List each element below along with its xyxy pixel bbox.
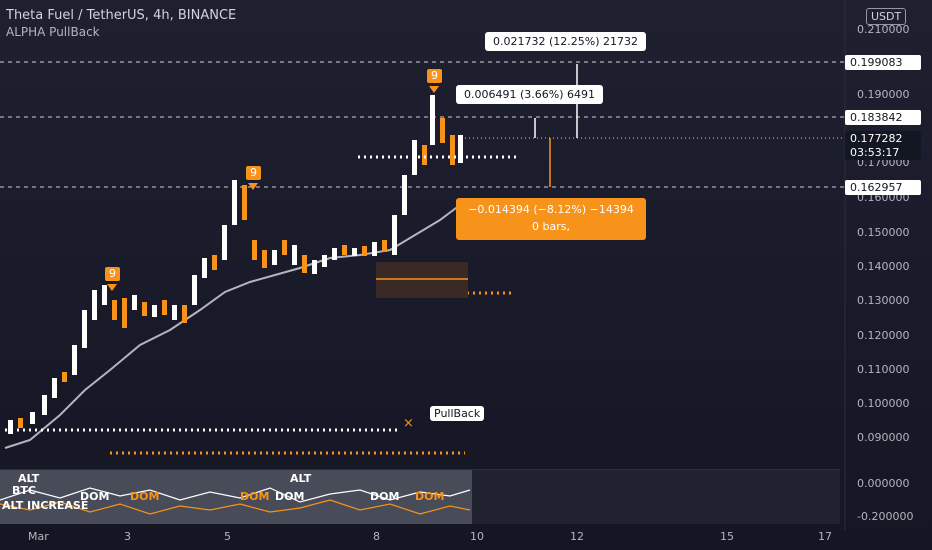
price-label-lower: 0.162957: [845, 180, 921, 195]
measure-down-line2: 0 bars,: [456, 220, 646, 233]
time-tick: 8: [373, 530, 380, 543]
sub-tick: -0.200000: [857, 510, 913, 523]
down-arrow-icon: [107, 284, 117, 291]
price-label-current: 0.177282: [845, 131, 921, 146]
price-label-top: 0.199083: [845, 55, 921, 70]
sub-tick: 0.000000: [857, 477, 910, 490]
sub-label: DOM: [130, 490, 159, 503]
measure-large-box[interactable]: 0.021732 (12.25%) 21732: [485, 32, 646, 51]
indicator-name[interactable]: ALPHA PullBack: [6, 25, 100, 39]
price-tick: 0.110000: [857, 363, 910, 376]
sequence-nine-marker: 9: [427, 69, 442, 83]
price-tick: 0.090000: [857, 431, 910, 444]
price-tick: 0.140000: [857, 260, 910, 273]
sub-indicator-pane[interactable]: ALT BTC DOM DOM DOM DOM DOM DOM ALT INCR…: [0, 469, 840, 524]
sub-label: ALT: [290, 472, 311, 485]
price-tick: 0.150000: [857, 226, 910, 239]
price-tick: 0.100000: [857, 397, 910, 410]
cross-marker: ×: [403, 416, 414, 431]
sequence-nine-marker: 9: [246, 166, 261, 180]
sub-label: DOM: [240, 490, 269, 503]
price-tick: 0.190000: [857, 88, 910, 101]
time-tick: 12: [570, 530, 584, 543]
time-tick: 17: [818, 530, 832, 543]
sub-label: DOM: [370, 490, 399, 503]
price-label-upper: 0.183842: [845, 110, 921, 125]
down-arrow-icon: [248, 183, 258, 190]
sub-label: DOM: [415, 490, 444, 503]
time-tick: 3: [124, 530, 131, 543]
sub-label: BTC: [12, 484, 36, 497]
measure-down-box[interactable]: −0.014394 (−8.12%) −14394 0 bars,: [456, 198, 646, 240]
measure-down-line1: −0.014394 (−8.12%) −14394: [456, 203, 646, 216]
price-tick: 0.210000: [857, 23, 910, 36]
down-arrow-icon: [429, 86, 439, 93]
sub-label: DOM: [275, 490, 304, 503]
time-tick: Mar: [28, 530, 49, 543]
pullback-label: PullBack: [430, 406, 484, 421]
sub-label: ALT INCREASE: [2, 499, 88, 512]
countdown-label: 03:53:17: [845, 145, 921, 160]
pullback-zone: [376, 262, 468, 298]
symbol-title[interactable]: Theta Fuel / TetherUS, 4h, BINANCE: [6, 8, 236, 23]
price-tick: 0.130000: [857, 294, 910, 307]
time-tick: 10: [470, 530, 484, 543]
time-tick: 15: [720, 530, 734, 543]
price-tick: 0.120000: [857, 329, 910, 342]
sequence-nine-marker: 9: [105, 267, 120, 281]
time-tick: 5: [224, 530, 231, 543]
measure-small-box[interactable]: 0.006491 (3.66%) 6491: [456, 85, 603, 104]
moving-average-line: [5, 200, 480, 448]
